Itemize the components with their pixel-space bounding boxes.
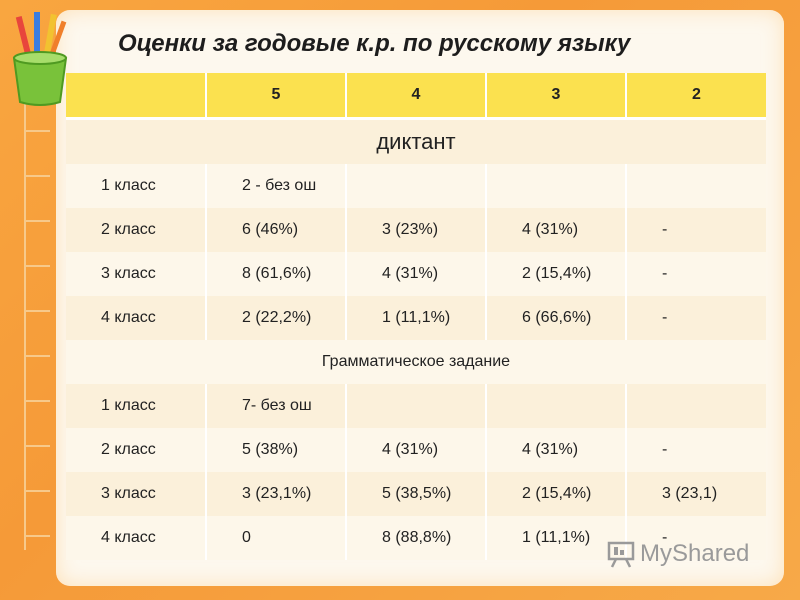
watermark: MyShared	[606, 536, 766, 572]
class-cell: 4 класс	[66, 516, 207, 560]
header-cell: 2	[626, 73, 766, 120]
table-row: 1 класс 2 - без ош	[66, 164, 766, 208]
grade-cell: 7- без ош	[206, 384, 347, 428]
table-header-row: 5 4 3 2	[66, 73, 766, 120]
grade-cell: 0	[206, 516, 347, 560]
grade-cell: 4 (31%)	[346, 428, 487, 472]
grade-cell: -	[626, 516, 766, 560]
grade-cell: 8 (61,6%)	[206, 252, 347, 296]
class-cell: 4 класс	[66, 296, 207, 340]
table-row: 4 класс 0 8 (88,8%) 1 (11,1%) -	[66, 516, 766, 560]
header-cell: 4	[346, 73, 487, 120]
class-cell: 2 класс	[66, 208, 207, 252]
ruler-decoration	[24, 100, 52, 550]
table-row: 2 класс 6 (46%) 3 (23%) 4 (31%) -	[66, 208, 766, 252]
grade-cell: -	[626, 428, 766, 472]
class-cell: 3 класс	[66, 472, 207, 516]
grade-cell: 3 (23,1%)	[206, 472, 347, 516]
grade-cell: 2 - без ош	[206, 164, 347, 208]
grade-cell: 6 (46%)	[206, 208, 347, 252]
grade-cell	[486, 164, 627, 208]
class-cell: 3 класс	[66, 252, 207, 296]
grade-cell: 4 (31%)	[486, 428, 627, 472]
header-cell: 5	[206, 73, 347, 120]
grade-cell: 3 (23,1)	[626, 472, 766, 516]
header-cell	[66, 73, 207, 120]
table-row: 4 класс 2 (22,2%) 1 (11,1%) 6 (66,6%) -	[66, 296, 766, 340]
grade-cell: 4 (31%)	[346, 252, 487, 296]
grades-table: 5 4 3 2 диктант 1 класс 2 - без ош 2 кла…	[66, 73, 766, 560]
class-cell: 1 класс	[66, 384, 207, 428]
grade-cell	[346, 164, 487, 208]
grade-cell	[626, 384, 766, 428]
grade-cell: 2 (22,2%)	[206, 296, 347, 340]
grade-cell	[486, 384, 627, 428]
grade-cell: 8 (88,8%)	[346, 516, 487, 560]
pencil-cup-icon	[12, 12, 68, 106]
table-row: 2 класс 5 (38%) 4 (31%) 4 (31%) -	[66, 428, 766, 472]
grade-cell: 5 (38%)	[206, 428, 347, 472]
section-title: Грамматическое задание	[66, 340, 766, 384]
watermark-text: MyShared	[640, 540, 750, 567]
section-row: Грамматическое задание	[66, 340, 766, 384]
grade-cell	[626, 164, 766, 208]
grade-cell	[346, 384, 487, 428]
page-title: Оценки за годовые к.р. по русскому языку	[118, 30, 631, 57]
grade-cell: 6 (66,6%)	[486, 296, 627, 340]
grade-cell: -	[626, 252, 766, 296]
presentation-icon	[607, 541, 635, 568]
grade-cell: 5 (38,5%)	[346, 472, 487, 516]
grade-cell: -	[626, 296, 766, 340]
table-row: 1 класс 7- без ош	[66, 384, 766, 428]
grade-cell: 1 (11,1%)	[346, 296, 487, 340]
section-title: диктант	[66, 118, 766, 164]
grade-cell: 3 (23%)	[346, 208, 487, 252]
class-cell: 1 класс	[66, 164, 207, 208]
class-cell: 2 класс	[66, 428, 207, 472]
grade-cell: 4 (31%)	[486, 208, 627, 252]
grade-cell: 2 (15,4%)	[486, 252, 627, 296]
grade-cell: 1 (11,1%)	[486, 516, 627, 560]
table-row: 3 класс 3 (23,1%) 5 (38,5%) 2 (15,4%) 3 …	[66, 472, 766, 516]
grade-cell: 2 (15,4%)	[486, 472, 627, 516]
grade-cell: -	[626, 208, 766, 252]
table-row: 3 класс 8 (61,6%) 4 (31%) 2 (15,4%) -	[66, 252, 766, 296]
section-row: диктант	[66, 118, 766, 164]
header-cell: 3	[486, 73, 627, 120]
